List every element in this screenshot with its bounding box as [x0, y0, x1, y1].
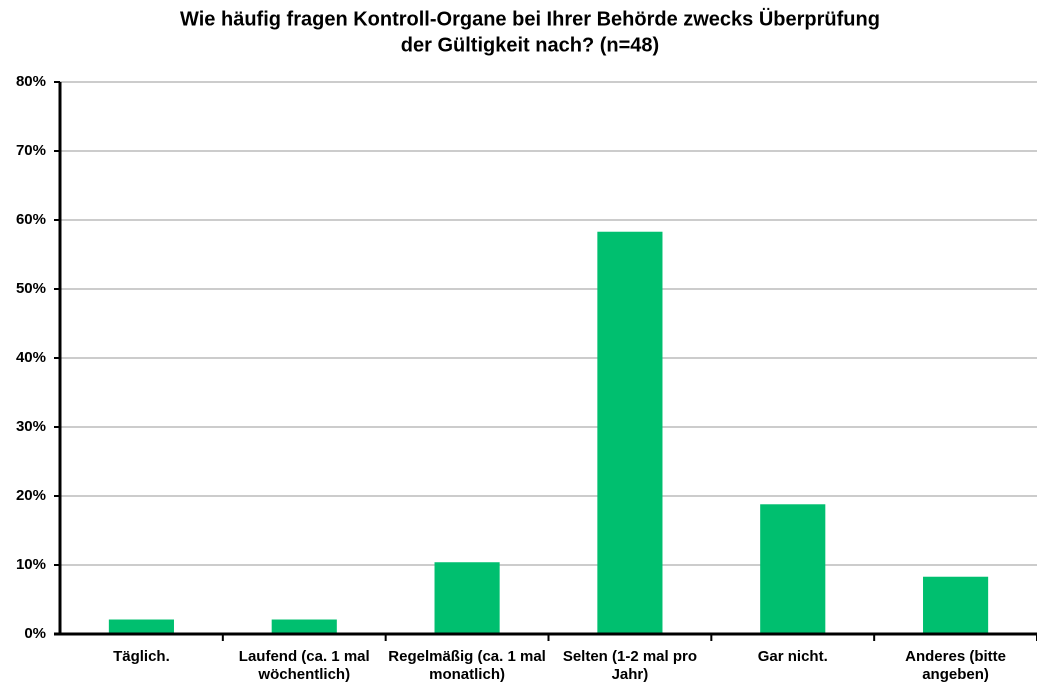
bar — [923, 576, 989, 634]
y-tick-label: 60% — [16, 211, 46, 228]
y-tick-label: 10% — [16, 556, 46, 573]
y-tick-label: 80% — [16, 73, 46, 90]
y-tick-label: 50% — [16, 280, 46, 297]
x-tick-label: Regelmäßig (ca. 1 mal monatlich) — [388, 648, 546, 683]
chart-title: der Gültigkeit nach? (n=48) — [401, 34, 659, 56]
y-tick-label: 0% — [24, 625, 46, 642]
x-tick-label: Täglich. — [113, 648, 170, 665]
bar — [434, 562, 500, 634]
bar — [760, 504, 826, 634]
x-tick-label: Anderes (bitte angeben) — [905, 648, 1006, 683]
x-tick-label: Gar nicht. — [757, 648, 828, 665]
y-tick-label: 30% — [16, 418, 46, 435]
x-tick-label: Selten (1-2 mal pro Jahr) — [562, 648, 698, 683]
y-tick-label: 20% — [16, 487, 46, 504]
y-tick-label: 70% — [16, 142, 46, 159]
bar — [271, 619, 337, 634]
bar — [108, 619, 174, 634]
y-tick-label: 40% — [16, 349, 46, 366]
chart-title: Wie häufig fragen Kontroll-Organe bei Ih… — [180, 7, 880, 30]
x-tick-label: Laufend (ca. 1 mal wöchentlich) — [238, 648, 370, 683]
bar — [597, 231, 663, 635]
